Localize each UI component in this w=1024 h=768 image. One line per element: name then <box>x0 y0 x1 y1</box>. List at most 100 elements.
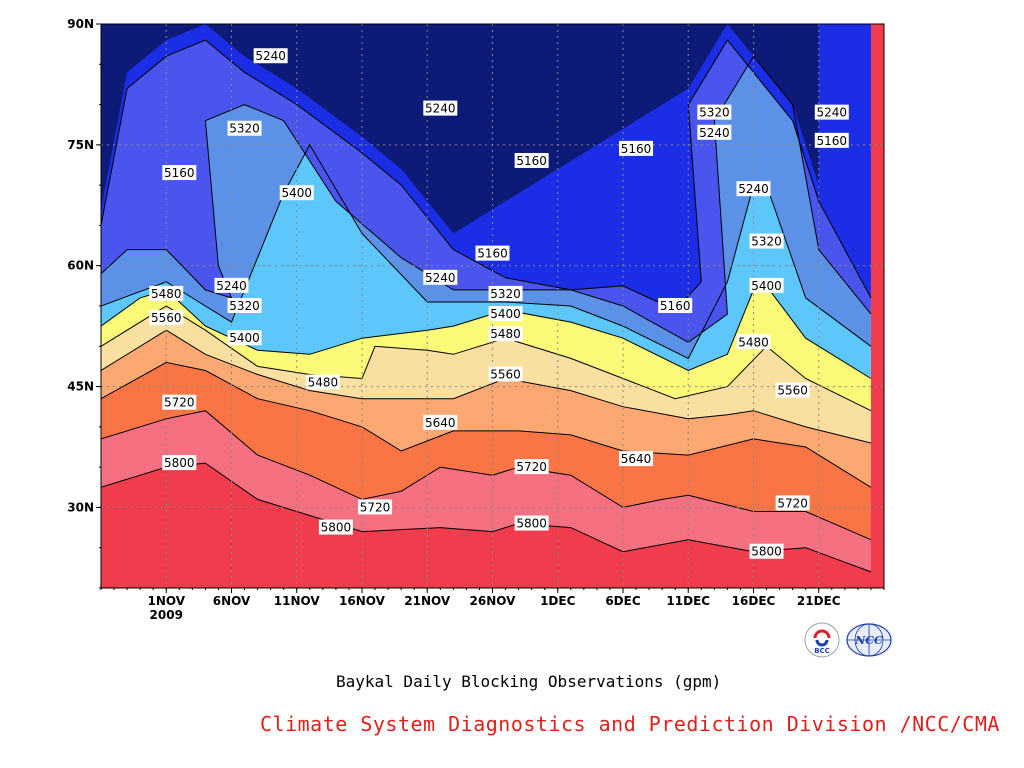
x-tick-label: 21NOV <box>404 594 451 608</box>
contour-label-text: 5720 <box>777 496 808 510</box>
contour-label: 5320 <box>227 298 262 313</box>
contour-label-text: 5560 <box>490 367 521 381</box>
y-tick-label: 75N <box>67 138 94 152</box>
bcc-logo-text: BCC <box>814 647 830 655</box>
contour-label-text: 5400 <box>490 307 521 321</box>
contour-label-text: 5640 <box>621 452 652 466</box>
contour-label: 5240 <box>253 48 288 64</box>
x-tick-label: 11NOV <box>274 594 321 608</box>
contour-label: 5320 <box>488 285 523 301</box>
contour-label: 5240 <box>423 100 458 116</box>
contour-label: 5560 <box>488 366 523 382</box>
contour-label-box <box>162 394 197 410</box>
contour-label-text: 5720 <box>516 460 547 474</box>
x-tick-label: 1NOV <box>147 594 185 608</box>
contour-label-box <box>514 459 549 475</box>
contour-label-box <box>814 104 849 120</box>
contour-label-text: 5240 <box>255 49 286 63</box>
contour-label-text: 5160 <box>621 142 652 156</box>
contour-label-text: 5480 <box>308 376 339 390</box>
contour-label-box <box>227 120 262 136</box>
contour-label: 5720 <box>358 499 393 515</box>
contour-label-text: 5320 <box>229 122 260 136</box>
contour-bands <box>101 24 884 588</box>
contour-label-text: 5480 <box>738 335 769 349</box>
contour-label-box <box>318 519 353 535</box>
contour-label-text: 5160 <box>660 299 691 313</box>
contour-label-box <box>488 306 523 322</box>
contour-label-text: 5800 <box>164 456 195 470</box>
x-tick-label: 6DEC <box>605 594 641 608</box>
contour-label-box <box>736 181 771 197</box>
contour-label-box <box>488 326 523 342</box>
x-tick-label: 11DEC <box>666 594 710 608</box>
ncc-logo-text: NCC <box>854 634 883 647</box>
contour-label: 5160 <box>475 245 510 261</box>
contour-label: 5240 <box>736 181 771 197</box>
organization-caption: Climate System Diagnostics and Predictio… <box>260 712 1000 736</box>
contour-label-text: 5240 <box>817 106 848 120</box>
contour-label-box <box>227 298 262 313</box>
contour-label-box <box>149 310 184 326</box>
contour-label-box <box>814 132 849 148</box>
contour-label: 5400 <box>749 277 784 293</box>
contour-label-text: 5800 <box>516 517 547 531</box>
contour-line-5480 <box>101 305 872 412</box>
contour-label-box <box>697 124 732 140</box>
contour-label: 5480 <box>736 334 771 350</box>
contour-label-text: 5480 <box>490 327 521 341</box>
contour-label-box <box>775 382 810 398</box>
contour-label-text: 5320 <box>751 235 782 249</box>
contour-label-text: 5320 <box>699 106 730 120</box>
y-tick-label: 90N <box>67 17 94 31</box>
contour-label: 5560 <box>149 310 184 326</box>
x-tick-label: 16NOV <box>339 594 386 608</box>
contour-label-text: 5240 <box>216 279 247 293</box>
y-tick-label: 60N <box>67 259 94 273</box>
contour-label-box <box>227 330 262 346</box>
x-tick-year-label: 2009 <box>150 608 183 622</box>
contour-label: 5320 <box>697 104 732 120</box>
contour-label-box <box>514 152 549 168</box>
contour-label-box <box>775 495 810 511</box>
contour-label: 5480 <box>149 285 184 301</box>
contour-label-text: 5720 <box>360 500 391 514</box>
contour-label-text: 5240 <box>425 102 456 116</box>
contour-label-box <box>423 414 458 430</box>
contour-labels: 5240 5320 5160 5400 5240 5320 5480 5560 5400 5480… <box>149 48 849 559</box>
contour-label: 5400 <box>227 330 262 346</box>
contour-label-box <box>488 285 523 301</box>
contour-label: 5800 <box>162 455 197 471</box>
contour-label-text: 5480 <box>151 287 182 301</box>
contour-label: 5160 <box>619 140 654 156</box>
contour-label-box <box>749 233 784 249</box>
contour-label-text: 5320 <box>229 299 260 313</box>
contour-label-text: 5160 <box>164 166 195 180</box>
contour-label: 5160 <box>514 152 549 168</box>
contour-line-5800 <box>101 462 872 573</box>
y-tick-label: 45N <box>67 380 94 394</box>
y-tick-label: 30N <box>67 500 94 514</box>
contour-label: 5800 <box>318 519 353 535</box>
contour-label-text: 5400 <box>229 331 260 345</box>
y-axis: 30N 45N 60N 75N 90N <box>67 17 101 589</box>
x-tick-label: 1DEC <box>540 594 576 608</box>
contour-line-5560 <box>101 329 872 444</box>
bcc-logo: BCC <box>804 622 840 658</box>
contour-label-box <box>658 298 693 313</box>
contour-label-text: 5400 <box>751 279 782 293</box>
contour-line-5160 <box>101 39 872 311</box>
contour-label-box <box>253 48 288 64</box>
contour-label: 5480 <box>488 326 523 342</box>
contour-label-box <box>162 455 197 471</box>
contour-label-box <box>279 185 314 201</box>
chart-caption: Baykal Daily Blocking Observations (gpm) <box>336 672 722 691</box>
contour-label-text: 5240 <box>425 271 456 285</box>
contour-label-text: 5720 <box>164 396 195 410</box>
contour-label-box <box>749 277 784 293</box>
band-below-5160 <box>101 24 819 234</box>
contour-label-text: 5240 <box>738 182 769 196</box>
contour-label: 5160 <box>814 132 849 148</box>
contour-label-box <box>749 543 784 559</box>
